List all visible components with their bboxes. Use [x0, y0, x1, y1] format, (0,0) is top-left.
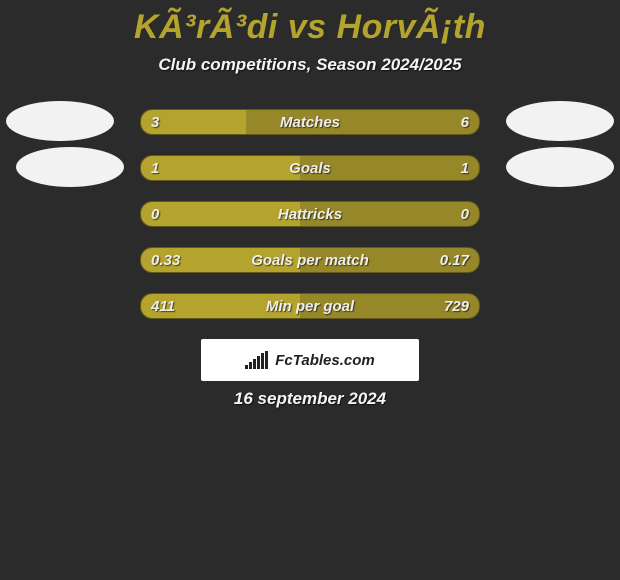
stat-bar: 11Goals	[140, 155, 480, 181]
stat-row: 00Hattricks	[0, 191, 620, 237]
stat-value-right: 0.17	[430, 248, 479, 272]
stat-bar: 0.330.17Goals per match	[140, 247, 480, 273]
stat-bar: 36Matches	[140, 109, 480, 135]
generated-date: 16 september 2024	[0, 389, 620, 409]
player-avatar-right	[506, 101, 614, 141]
stat-bar-left-fill	[141, 294, 300, 318]
subtitle: Club competitions, Season 2024/2025	[0, 55, 620, 75]
player-avatar-right	[506, 147, 614, 187]
source-badge-text: FcTables.com	[275, 352, 374, 369]
bar-chart-icon	[245, 351, 269, 369]
stat-bar: 00Hattricks	[140, 201, 480, 227]
player-avatar-left	[16, 147, 124, 187]
stats-list: 36Matches 11Goals 00Hattricks 0.330.17Goals…	[0, 99, 620, 329]
stat-row: 0.330.17Goals per match	[0, 237, 620, 283]
stat-row: 411729Min per goal	[0, 283, 620, 329]
stat-bar-left-fill	[141, 202, 300, 226]
page-title: KÃ³rÃ³di vs HorvÃ¡th	[0, 8, 620, 47]
comparison-widget: KÃ³rÃ³di vs HorvÃ¡th Club competitions, …	[0, 0, 620, 409]
stat-bar-left-fill	[141, 248, 300, 272]
stat-bar: 411729Min per goal	[140, 293, 480, 319]
stat-bar-left-fill	[141, 156, 300, 180]
stat-row: 11Goals	[0, 145, 620, 191]
stat-value-right: 0	[451, 202, 479, 226]
stat-bar-left-fill	[141, 110, 246, 134]
stat-value-right: 6	[451, 110, 479, 134]
stat-value-right: 729	[434, 294, 479, 318]
stat-row: 36Matches	[0, 99, 620, 145]
player-avatar-left	[6, 101, 114, 141]
source-badge[interactable]: FcTables.com	[201, 339, 419, 381]
stat-value-right: 1	[451, 156, 479, 180]
